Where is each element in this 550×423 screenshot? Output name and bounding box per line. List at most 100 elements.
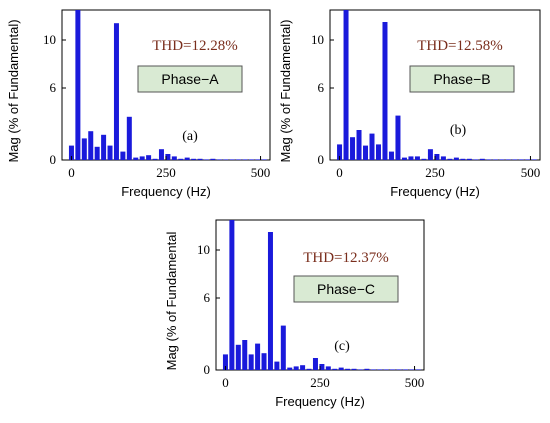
harmonic-bar bbox=[351, 368, 357, 370]
harmonic-bar bbox=[395, 115, 401, 160]
thd-annotation: THD=12.58% bbox=[417, 38, 503, 54]
harmonic-bar bbox=[306, 368, 312, 370]
harmonic-bar bbox=[338, 367, 344, 370]
harmonic-bar bbox=[88, 131, 94, 160]
phase-label-box bbox=[293, 275, 399, 303]
harmonic-bar bbox=[363, 145, 369, 160]
harmonic-bar bbox=[447, 158, 453, 160]
y-tick-label: 6 bbox=[204, 290, 211, 305]
harmonic-bar bbox=[152, 158, 158, 160]
harmonic-bar bbox=[364, 368, 370, 370]
y-tick-label: 0 bbox=[204, 362, 211, 377]
harmonic-bar bbox=[377, 369, 383, 370]
harmonic-bar bbox=[293, 366, 299, 370]
x-tick-label: 250 bbox=[156, 165, 176, 180]
harmonic-bar bbox=[242, 340, 248, 370]
harmonic-bar bbox=[402, 369, 408, 370]
y-tick-label: 6 bbox=[318, 80, 325, 95]
harmonic-bar bbox=[369, 133, 375, 160]
harmonic-bar bbox=[312, 358, 318, 370]
harmonic-bar bbox=[229, 220, 235, 370]
harmonic-bar bbox=[81, 138, 87, 160]
harmonic-bar bbox=[382, 22, 388, 160]
harmonic-bar bbox=[345, 368, 351, 370]
harmonic-bar bbox=[267, 232, 273, 370]
x-tick-label: 0 bbox=[68, 165, 75, 180]
harmonic-bar bbox=[350, 137, 356, 160]
harmonic-bar bbox=[415, 369, 421, 370]
harmonic-bar bbox=[499, 159, 505, 160]
x-tick-label: 500 bbox=[521, 165, 541, 180]
harmonic-bar bbox=[343, 10, 349, 160]
x-axis-label: Frequency (Hz) bbox=[121, 184, 211, 199]
panel-tag: (b) bbox=[450, 123, 467, 138]
y-axis-label: Mag (% of Fundamental bbox=[164, 232, 179, 371]
harmonic-bar bbox=[421, 158, 427, 160]
chart-panel: 0 6 10 0 250 500 Frequency (Hz) Mag (% of Funda… bbox=[164, 219, 425, 409]
x-tick-label: 0 bbox=[222, 375, 229, 390]
y-tick-label: 0 bbox=[318, 152, 325, 167]
chart-panel: 0 6 10 0 250 500 Frequency (Hz) Mag (% of Funda… bbox=[6, 9, 271, 199]
harmonic-bar bbox=[531, 159, 537, 160]
harmonic-bar bbox=[370, 369, 376, 370]
harmonic-bar bbox=[235, 344, 241, 370]
harmonic-bar bbox=[248, 354, 254, 370]
harmonic-bar bbox=[242, 159, 248, 160]
x-axis-label: Frequency (Hz) bbox=[275, 394, 365, 409]
harmonic-bar bbox=[518, 159, 524, 160]
harmonic-bar bbox=[396, 369, 402, 370]
x-tick-label: 0 bbox=[336, 165, 343, 180]
harmonic-bar bbox=[280, 325, 286, 370]
harmonic-bar bbox=[440, 156, 446, 160]
x-tick-label: 250 bbox=[425, 165, 445, 180]
harmonic-bar bbox=[408, 156, 414, 160]
harmonic-bar bbox=[126, 116, 132, 160]
harmonic-bar bbox=[255, 343, 261, 370]
harmonic-bar bbox=[486, 159, 492, 160]
harmonic-bar bbox=[427, 149, 433, 160]
harmonic-bar bbox=[261, 353, 267, 370]
harmonic-bar bbox=[139, 156, 145, 160]
harmonic-bar bbox=[261, 159, 267, 160]
y-tick-label: 6 bbox=[50, 80, 57, 95]
harmonic-bar bbox=[184, 157, 190, 160]
harmonic-bar bbox=[236, 159, 242, 160]
harmonic-bar bbox=[75, 10, 81, 160]
harmonic-bar bbox=[325, 366, 331, 370]
x-tick-label: 250 bbox=[310, 375, 330, 390]
harmonic-bar bbox=[357, 369, 363, 370]
harmonic-bar bbox=[383, 369, 389, 370]
x-axis-label: Frequency (Hz) bbox=[390, 184, 480, 199]
thd-annotation: THD=12.28% bbox=[152, 38, 238, 54]
harmonic-bar bbox=[203, 159, 209, 160]
harmonic-bar bbox=[171, 156, 177, 160]
x-tick-label: 500 bbox=[251, 165, 271, 180]
harmonic-bar bbox=[453, 157, 459, 160]
harmonic-bar bbox=[191, 158, 197, 160]
harmonic-bar bbox=[94, 146, 100, 160]
harmonic-bar bbox=[414, 156, 420, 160]
harmonic-bar bbox=[300, 365, 306, 370]
harmonic-bar bbox=[505, 159, 511, 160]
y-tick-label: 10 bbox=[311, 32, 324, 47]
harmonic-bar bbox=[113, 23, 119, 161]
harmonic-bar bbox=[210, 158, 216, 160]
harmonic-bar bbox=[197, 158, 203, 160]
harmonic-bar bbox=[274, 361, 280, 370]
harmonic-bar bbox=[165, 154, 171, 160]
harmonic-bar bbox=[375, 144, 381, 160]
harmonic-bar bbox=[158, 149, 164, 160]
phase-label: Phase−B bbox=[433, 71, 490, 87]
harmonic-bar bbox=[492, 159, 498, 160]
harmonic-bar bbox=[332, 368, 338, 370]
panel-tag: (a) bbox=[182, 129, 198, 144]
y-tick-label: 0 bbox=[50, 152, 57, 167]
y-tick-label: 10 bbox=[43, 32, 56, 47]
harmonic-bar bbox=[512, 159, 518, 160]
harmonic-bar bbox=[255, 159, 261, 160]
chart-panel: 0 6 10 0 250 500 Frequency (Hz) Mag (% of Funda… bbox=[278, 9, 541, 199]
harmonic-bar bbox=[133, 157, 139, 160]
harmonic-bar bbox=[68, 145, 74, 160]
harmonic-bar bbox=[216, 159, 222, 160]
